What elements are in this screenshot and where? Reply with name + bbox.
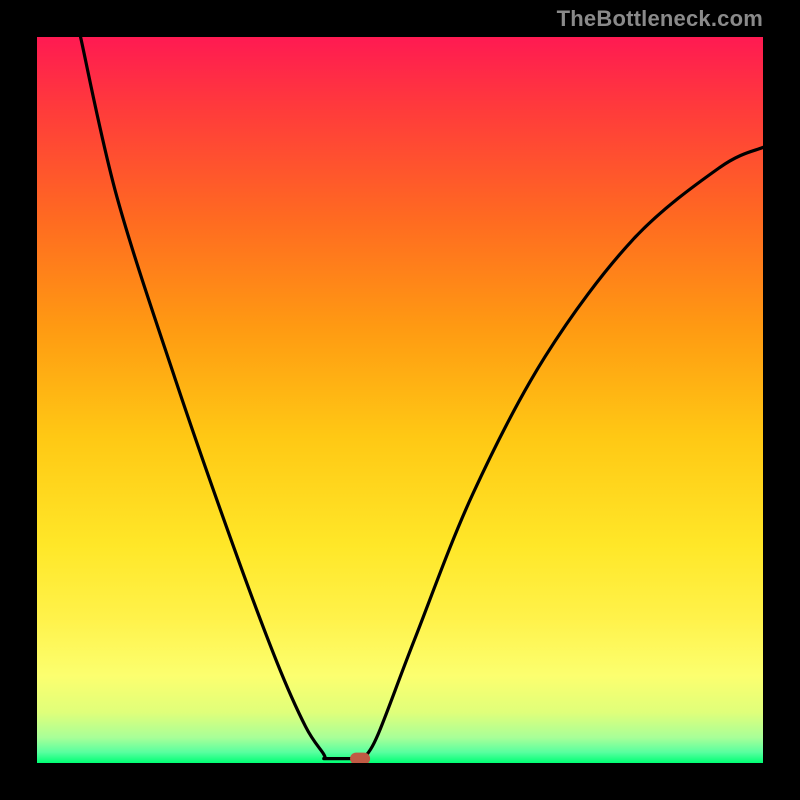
- gradient-background: [37, 37, 763, 763]
- minimum-marker: [350, 753, 370, 763]
- border-left: [0, 0, 37, 800]
- chart-frame: TheBottleneck.com: [0, 0, 800, 800]
- border-bottom: [0, 763, 800, 800]
- plot-area: [37, 37, 763, 763]
- plot-svg: [37, 37, 763, 763]
- border-right: [763, 0, 800, 800]
- watermark-text: TheBottleneck.com: [557, 6, 763, 32]
